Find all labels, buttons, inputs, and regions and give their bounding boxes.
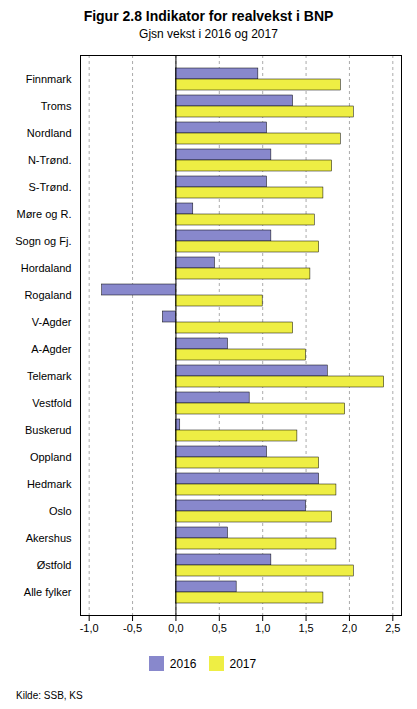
svg-text:Vestfold: Vestfold [32,397,71,409]
svg-text:0,0: 0,0 [168,622,183,634]
svg-text:Møre og R.: Møre og R. [16,208,71,220]
svg-text:Akershus: Akershus [26,532,72,544]
svg-text:A-Agder: A-Agder [31,343,72,355]
svg-text:-1,0: -1,0 [80,622,99,634]
html-text:Kilde: SSB, KS: Kilde: SSB, KS [16,690,83,701]
svg-text:1,5: 1,5 [298,622,313,634]
svg-text:Oppland: Oppland [30,451,72,463]
svg-text:Sogn og Fj.: Sogn og Fj. [15,235,71,247]
svg-text:2,0: 2,0 [342,622,357,634]
html-text:2017: 2017 [229,656,257,671]
svg-text:-0,5: -0,5 [123,622,142,634]
svg-text:Telemark: Telemark [27,370,72,382]
svg-text:Rogaland: Rogaland [24,289,71,301]
svg-text:N-Trønd.: N-Trønd. [28,154,72,166]
svg-text:Hedmark: Hedmark [27,478,72,490]
svg-text:0,5: 0,5 [212,622,227,634]
html-text:Gjsn vekst i 2016 og 2017: Gjsn vekst i 2016 og 2017 [139,27,278,41]
svg-text:S-Trønd.: S-Trønd. [29,181,72,193]
html-text:2016: 2016 [169,656,197,671]
svg-text:Troms: Troms [41,100,72,112]
svg-text:Buskerud: Buskerud [25,424,71,436]
svg-text:Hordaland: Hordaland [21,262,72,274]
svg-text:Finnmark: Finnmark [26,73,72,85]
svg-text:V-Agder: V-Agder [32,316,72,328]
svg-text:2,5: 2,5 [385,622,400,634]
svg-text:Nordland: Nordland [27,127,72,139]
svg-text:Alle fylker: Alle fylker [24,586,72,598]
svg-text:1,0: 1,0 [255,622,270,634]
html-text:Figur 2.8 Indikator for realve: Figur 2.8 Indikator for realvekst i BNP [83,8,334,24]
svg-text:Oslo: Oslo [49,505,72,517]
svg-text:Østfold: Østfold [37,559,72,571]
